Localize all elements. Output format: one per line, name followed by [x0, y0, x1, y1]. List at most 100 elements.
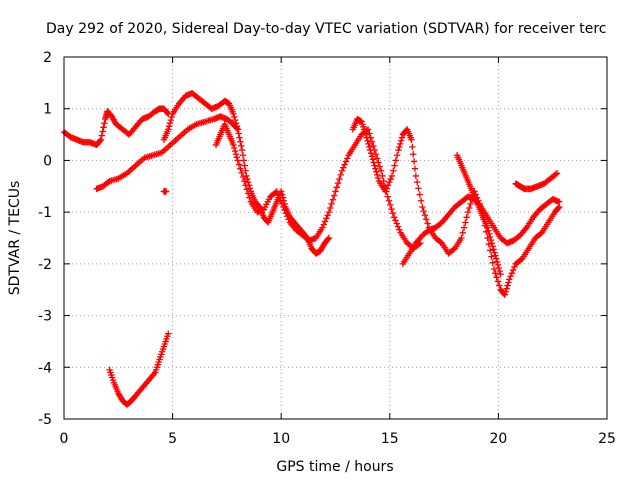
data-point: [367, 149, 375, 157]
data-point: [507, 273, 514, 280]
data-point: [344, 155, 351, 162]
data-point: [329, 196, 337, 203]
data-point: [166, 119, 174, 127]
data-point: [231, 147, 239, 155]
data-point: [368, 138, 376, 146]
data-point: [165, 330, 172, 337]
data-point: [237, 165, 244, 172]
data-point: [242, 167, 249, 174]
data-point: [509, 266, 517, 274]
data-point: [239, 152, 247, 159]
data-point: [495, 264, 503, 272]
data-point: [502, 288, 509, 295]
data-point: [96, 137, 104, 144]
data-point: [490, 265, 498, 273]
data-point: [366, 130, 373, 137]
data-point: [333, 184, 341, 191]
data-point: [485, 241, 493, 248]
data-point: [327, 204, 334, 212]
data-point: [99, 128, 106, 135]
data-point: [504, 282, 511, 289]
data-point: [494, 278, 502, 285]
data-point: [501, 291, 509, 299]
data-point: [235, 161, 243, 168]
data-point: [491, 249, 498, 256]
data-point: [235, 130, 242, 137]
data-point: [236, 134, 243, 141]
data-point: [319, 224, 326, 231]
y-tick-label: -4: [38, 360, 52, 376]
data-point: [493, 255, 500, 262]
data-point: [423, 216, 430, 223]
x-tick-label: 5: [168, 431, 177, 447]
data-point: [467, 200, 474, 208]
data-point: [231, 116, 239, 124]
data-point: [324, 212, 331, 219]
data-point: [486, 247, 494, 254]
data-point: [466, 204, 473, 212]
data-point: [493, 274, 500, 281]
data-point: [408, 136, 415, 143]
data-point: [488, 239, 496, 247]
data-point: [365, 140, 372, 148]
data-point: [411, 165, 419, 172]
data-point: [366, 143, 373, 151]
data-series: [453, 152, 504, 278]
data-point: [556, 198, 563, 205]
y-tick-label: 2: [43, 50, 52, 66]
data-point: [462, 219, 469, 226]
data-point: [410, 151, 417, 158]
data-point: [553, 170, 561, 177]
y-tick-label: -5: [38, 412, 52, 428]
data-point: [493, 258, 501, 265]
y-tick-label: 0: [43, 153, 52, 169]
data-series: [212, 121, 424, 252]
data-point: [238, 169, 245, 177]
data-point: [246, 185, 254, 192]
data-point: [385, 197, 393, 204]
data-point: [485, 227, 492, 234]
data-point: [100, 124, 107, 131]
data-point: [387, 175, 394, 183]
data-point: [240, 157, 248, 164]
data-point: [458, 234, 465, 242]
data-point: [464, 208, 472, 216]
data-point: [503, 285, 510, 292]
data-point: [244, 190, 252, 197]
data-point: [280, 203, 287, 211]
data-point: [233, 123, 241, 130]
data-point: [511, 263, 518, 271]
data-point: [243, 186, 251, 193]
data-point: [389, 209, 397, 217]
data-point: [492, 252, 499, 259]
data-point: [230, 141, 237, 149]
data-point: [486, 233, 494, 241]
data-point: [496, 267, 503, 275]
grid-layer: [64, 57, 607, 419]
data-point: [396, 226, 403, 233]
data-series: [160, 188, 170, 195]
data-point: [374, 171, 381, 179]
data-point: [231, 144, 238, 152]
data-point: [391, 162, 398, 169]
data-point: [237, 138, 244, 146]
data-point: [388, 205, 395, 213]
data-point: [332, 188, 339, 195]
data-point: [242, 182, 249, 189]
data-point: [337, 171, 344, 179]
data-series: [60, 105, 172, 149]
data-point: [419, 203, 426, 211]
data-point: [276, 194, 283, 201]
data-series: [106, 330, 172, 408]
data-point: [233, 154, 241, 161]
data-point: [168, 113, 175, 121]
data-point: [384, 193, 391, 200]
data-point: [415, 185, 422, 192]
data-point: [497, 271, 504, 278]
data-point: [234, 126, 241, 133]
data-point: [164, 109, 171, 117]
data-point: [363, 134, 370, 141]
data-point: [370, 159, 377, 166]
data-point: [424, 220, 431, 227]
